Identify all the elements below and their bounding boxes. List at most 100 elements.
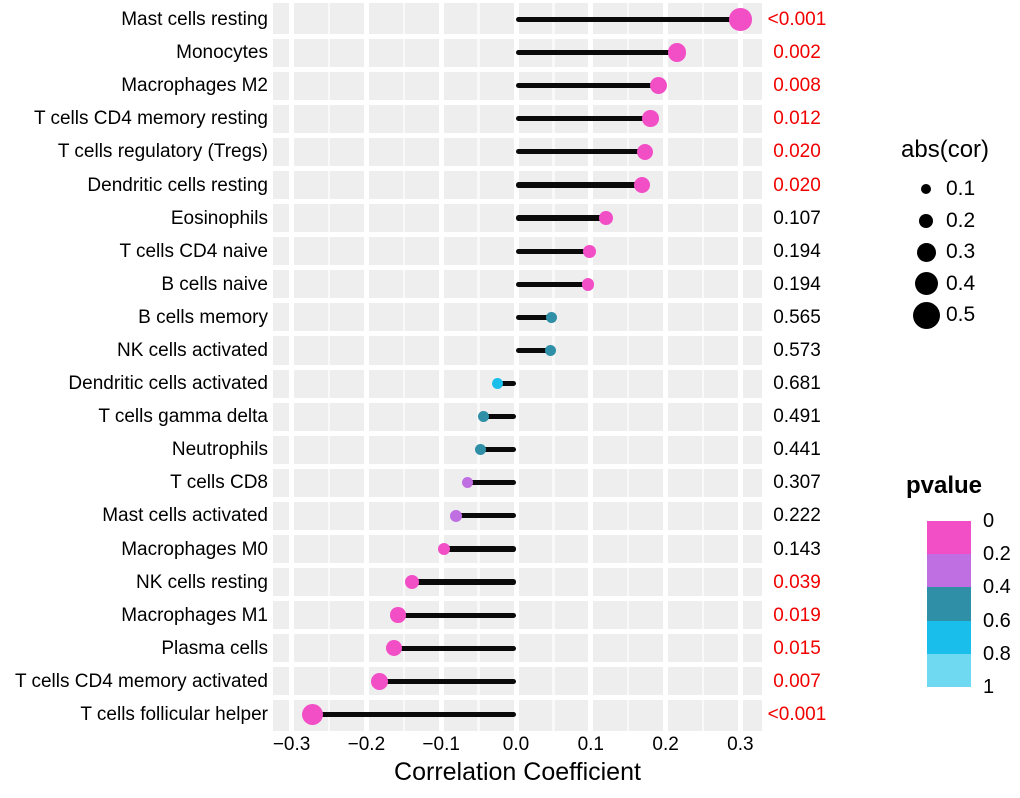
- category-label: T cells regulatory (Tregs): [57, 141, 268, 163]
- size-legend-label: 0.5: [946, 303, 976, 326]
- lollipop-dot: [633, 176, 650, 194]
- lollipop-dot: [598, 211, 613, 225]
- size-legend-dot: [916, 242, 936, 262]
- x-tick-label: 0.1: [577, 734, 604, 755]
- category-label: Macrophages M0: [121, 538, 268, 560]
- pvalue-label: 0.307: [773, 472, 821, 494]
- pvalue-label: 0.194: [773, 273, 821, 295]
- row-gridline: [273, 596, 762, 602]
- colorbar-tick-label: 0: [983, 510, 995, 532]
- size-legend-label: 0.3: [946, 240, 976, 263]
- category-label: Dendritic cells resting: [87, 174, 268, 196]
- lollipop-stem: [480, 447, 516, 453]
- pvalue-label: 0.002: [773, 42, 821, 64]
- lollipop-dot: [474, 444, 486, 456]
- lollipop-stem: [516, 281, 588, 287]
- lollipop-stem: [516, 116, 651, 122]
- lollipop-stem: [444, 546, 516, 552]
- pvalue-label: <0.001: [767, 703, 827, 725]
- lollipop-stem: [516, 248, 590, 254]
- size-legend-label: 0.1: [946, 177, 976, 200]
- x-tick-label: −0.3: [272, 734, 311, 755]
- row-gridline: [273, 66, 762, 72]
- colorbar-segment: [927, 521, 971, 555]
- minor-gridline: [252, 3, 256, 731]
- row-gridline: [273, 265, 762, 271]
- pvalue-label: 0.441: [773, 439, 821, 461]
- lollipop-stem: [516, 83, 659, 89]
- row-gridline: [273, 430, 762, 436]
- lollipop-dot: [386, 640, 402, 657]
- lollipop-dot: [370, 672, 388, 690]
- x-tick-label: −0.2: [347, 734, 386, 755]
- lollipop-stem: [516, 149, 645, 155]
- category-label: T cells gamma delta: [98, 406, 268, 428]
- category-label: Monocytes: [176, 42, 268, 64]
- lollipop-stem: [397, 612, 516, 618]
- lollipop-stem: [497, 380, 516, 387]
- lollipop-dot: [390, 607, 406, 623]
- pvalue-label: 0.015: [773, 637, 821, 659]
- pvalue-label: 0.143: [773, 538, 821, 560]
- size-legend-title: abs(cor): [901, 136, 990, 163]
- lollipop-stem: [379, 678, 516, 684]
- category-label: Neutrophils: [171, 439, 268, 461]
- lollipop-dot: [545, 311, 557, 323]
- x-tick-label: 0.2: [652, 734, 679, 755]
- row-gridline: [273, 563, 762, 569]
- size-legend-dot: [919, 213, 933, 228]
- row-gridline: [273, 397, 762, 403]
- pvalue-label: 0.008: [773, 75, 821, 97]
- lollipop-stem: [516, 347, 551, 354]
- row-gridline: [273, 695, 762, 701]
- lollipop-stem: [516, 16, 741, 23]
- size-legend-dot: [921, 184, 931, 194]
- colorbar-tick-label: 0.8: [983, 642, 1011, 665]
- pvalue-label: 0.491: [773, 406, 821, 428]
- lollipop-stem: [394, 645, 516, 651]
- colorbar-tick-label: 0.6: [983, 609, 1011, 632]
- size-legend-dot: [914, 272, 938, 295]
- lollipop-stem: [516, 50, 677, 56]
- lollipop-dot: [667, 43, 686, 62]
- row-gridline: [273, 199, 762, 205]
- lollipop-dot: [544, 344, 556, 356]
- size-legend-label: 0.4: [946, 271, 976, 295]
- x-axis-title: Correlation Coefficient: [394, 758, 641, 786]
- category-label: B cells memory: [138, 306, 268, 328]
- x-tick-label: 0.3: [727, 734, 754, 755]
- row-gridline: [273, 165, 762, 171]
- lollipop-dot: [636, 143, 653, 161]
- colorbar-tick-label: 0.4: [983, 576, 1011, 599]
- category-label: Macrophages M1: [121, 604, 268, 626]
- row-gridline: [273, 496, 762, 502]
- row-gridline: [273, 331, 762, 337]
- colorbar-tick-label: 0.2: [983, 543, 1011, 566]
- pvalue-label: 0.007: [773, 670, 821, 692]
- pvalue-label: 0.039: [773, 571, 821, 593]
- colorbar-tick-label: 1: [983, 676, 995, 698]
- lollipop-dot: [649, 77, 667, 95]
- lollipop-dot: [581, 277, 595, 291]
- row-gridline: [273, 529, 762, 535]
- plot-panel: [252, 3, 762, 731]
- category-label: B cells naive: [161, 273, 268, 295]
- lollipop-dot: [404, 574, 420, 590]
- category-label: Mast cells activated: [102, 505, 268, 527]
- category-label: T cells CD4 memory activated: [14, 670, 268, 692]
- colorbar-segment: [927, 620, 971, 654]
- pvalue-label: 0.019: [773, 604, 821, 626]
- pvalue-label: <0.001: [767, 9, 827, 31]
- lollipop-dot: [302, 703, 324, 725]
- pvalue-label: 0.107: [773, 207, 821, 229]
- x-tick-label: 0.0: [502, 734, 530, 755]
- lollipop-stem: [312, 711, 516, 718]
- lollipop-dot: [582, 244, 596, 258]
- category-label: Macrophages M2: [121, 75, 268, 97]
- row-gridline: [273, 662, 762, 668]
- pvalue-label: 0.573: [773, 339, 821, 361]
- category-label: NK cells resting: [136, 571, 268, 593]
- pvalue-label: 0.020: [773, 174, 821, 196]
- category-label: T cells CD4 naive: [119, 240, 268, 262]
